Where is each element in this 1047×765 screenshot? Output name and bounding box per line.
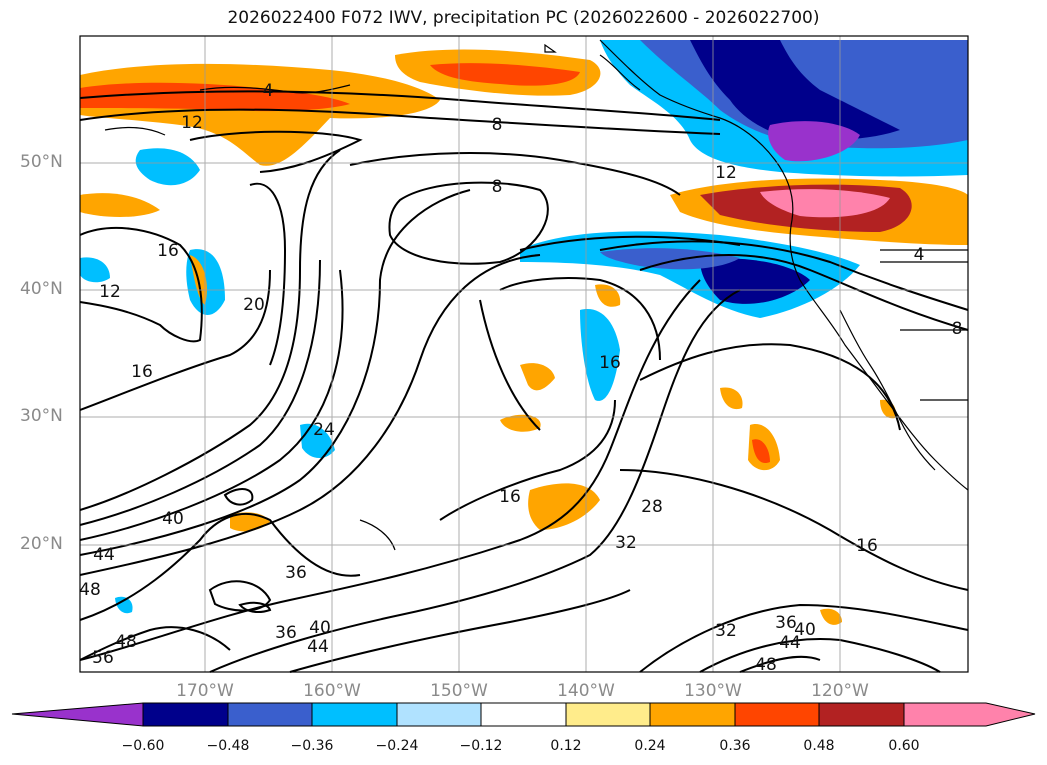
colorbar-under-arrow: [11, 702, 144, 727]
lon-label: 140°W: [557, 681, 615, 701]
lon-label: 160°W: [303, 681, 361, 701]
colorbar-segment: [649, 702, 736, 727]
coastlines: [104, 39, 969, 551]
colorbar-segment: [818, 702, 905, 727]
contour-label: 44: [93, 545, 115, 565]
lat-label: 30°N: [20, 406, 63, 426]
lat-label: 20°N: [20, 534, 63, 554]
contour-label: 16: [856, 536, 878, 556]
precip-shading: [80, 40, 968, 625]
chart-title: 2026022400 F072 IWV, precipitation PC (2…: [227, 8, 820, 28]
contour-label: 20: [243, 295, 265, 315]
contour-label: 40: [309, 618, 331, 638]
contour-label: 24: [313, 420, 335, 440]
lon-label: 130°W: [684, 681, 742, 701]
colorbar-segment: [227, 702, 313, 727]
contour-label: 16: [499, 487, 521, 507]
contour-label: 44: [307, 637, 329, 657]
iwv-contours: [79, 90, 969, 673]
colorbar-segment: [565, 702, 651, 727]
contour-label: 48: [115, 632, 137, 652]
colorbar-tick-label: −0.36: [290, 738, 334, 754]
lon-label: 120°W: [811, 681, 869, 701]
contour-label: 16: [157, 241, 179, 261]
contour-label: 28: [641, 497, 663, 517]
contour-label: 8: [952, 319, 963, 339]
colorbar-segment: [142, 702, 229, 727]
contour-label: 40: [794, 620, 816, 640]
colorbar-tick-label: 0.48: [803, 738, 835, 754]
contour-label: 40: [162, 509, 184, 529]
gridlines: [80, 36, 968, 672]
contour-label: 4: [263, 81, 274, 101]
contour-label: 36: [775, 613, 797, 633]
contour-label: 56: [92, 648, 114, 668]
contour-label: 32: [715, 621, 737, 641]
colorbar: [11, 702, 1036, 727]
colorbar-tick-label: 0.12: [550, 738, 582, 754]
colorbar-tick-label: 0.24: [634, 738, 666, 754]
colorbar-segment: [396, 702, 482, 727]
colorbar-tick-label: 0.36: [719, 738, 751, 754]
contour-label: 8: [492, 115, 503, 135]
contour-label: 16: [599, 353, 621, 373]
contour-label: 12: [715, 163, 737, 183]
lat-label: 40°N: [20, 279, 63, 299]
contour-label: 12: [99, 282, 121, 302]
contour-label: 8: [492, 177, 503, 197]
colorbar-tick-label: −0.60: [121, 738, 165, 754]
map-frame: [79, 35, 969, 673]
contour-label: 32: [615, 533, 637, 553]
colorbar-segment: [734, 702, 820, 727]
contour-label: 12: [181, 113, 203, 133]
colorbar-tick-label: −0.12: [459, 738, 503, 754]
lat-label: 50°N: [20, 152, 63, 172]
contour-label: 36: [285, 563, 307, 583]
colorbar-segment: [311, 702, 398, 727]
colorbar-over-arrow: [903, 702, 1036, 727]
colorbar-segment: [480, 702, 567, 727]
colorbar-tick-label: −0.48: [206, 738, 250, 754]
contour-label: 44: [779, 633, 801, 653]
contour-label: 4: [914, 245, 925, 265]
colorbar-tick-label: −0.24: [375, 738, 419, 754]
contour-labels: 4 12 8 8 16 12 20 16 24 16 16 28 32 40 4…: [79, 81, 962, 675]
contour-label: 48: [755, 655, 777, 675]
contour-label: 16: [131, 362, 153, 382]
contour-label: 36: [275, 623, 297, 643]
lon-label: 170°W: [176, 681, 234, 701]
contour-label: 48: [79, 580, 101, 600]
colorbar-tick-label: 0.60: [888, 738, 920, 754]
lon-label: 150°W: [430, 681, 488, 701]
